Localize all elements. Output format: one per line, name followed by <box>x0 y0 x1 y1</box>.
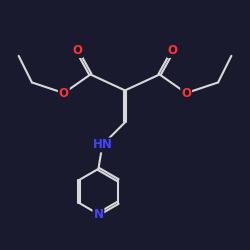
Text: O: O <box>168 44 178 57</box>
Text: O: O <box>181 86 191 100</box>
Text: N: N <box>94 208 104 220</box>
Text: HN: HN <box>92 138 112 151</box>
Text: O: O <box>72 44 82 57</box>
Text: O: O <box>59 86 69 100</box>
